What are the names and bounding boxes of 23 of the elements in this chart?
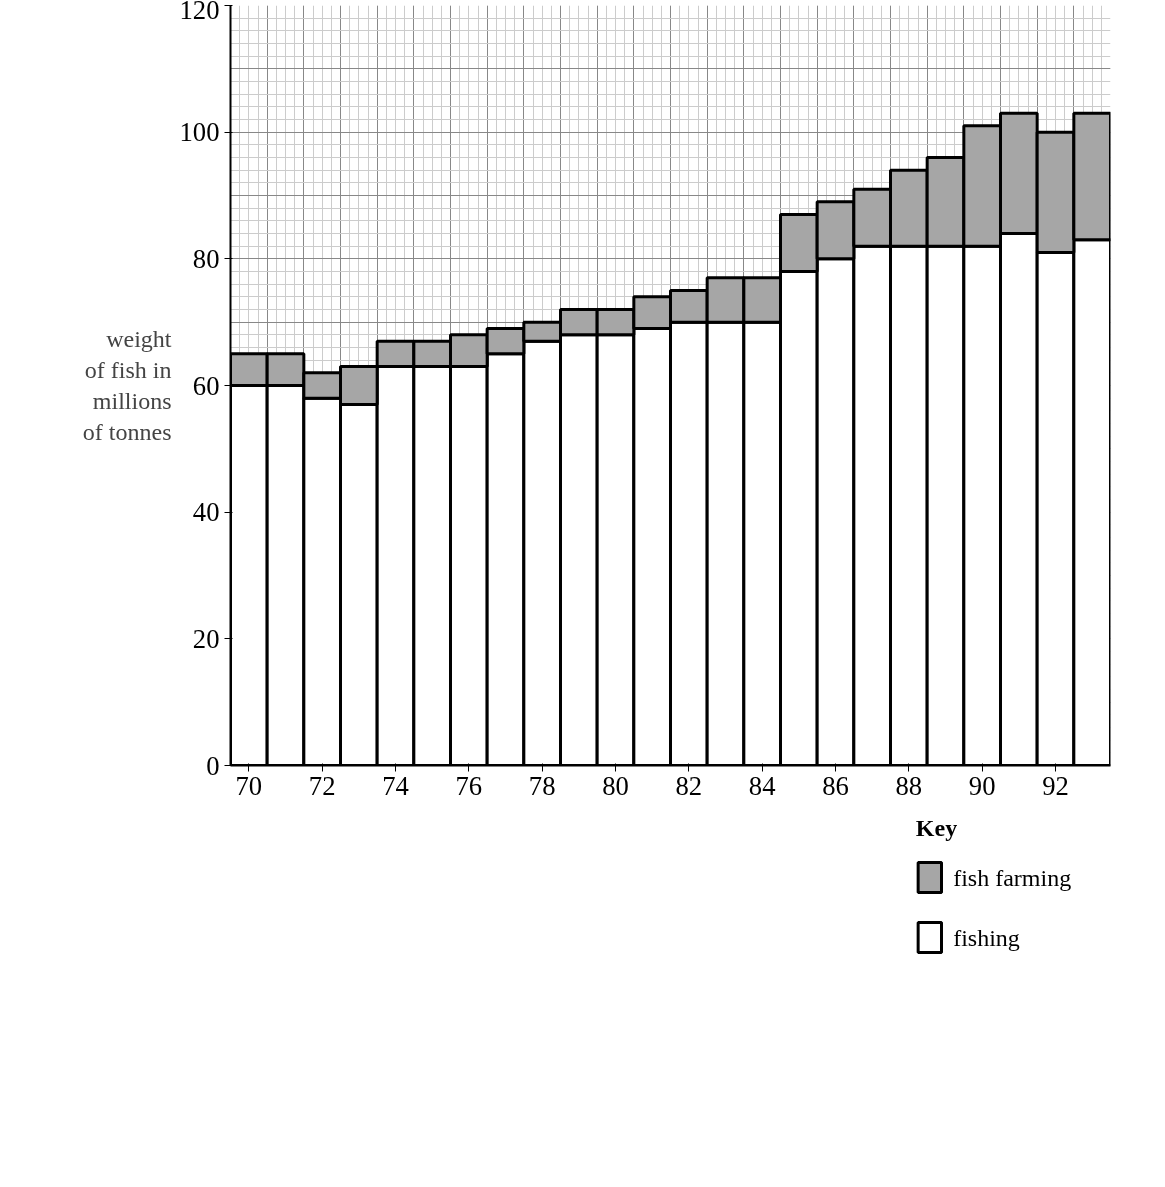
x-tick-label: 70 (235, 770, 263, 801)
x-tick-label: 80 (602, 770, 629, 801)
y-axis-title: weight of fish in millions of tonnes (82, 325, 172, 446)
x-tick-label: 84 (748, 770, 776, 801)
legend-title: Key (915, 814, 958, 841)
y-tick-label: 120 (179, 0, 220, 25)
x-tick-label: 88 (895, 770, 923, 801)
y-tick-label: 20 (192, 623, 220, 654)
legend-label: fishing (953, 924, 1020, 951)
x-tick-label: 78 (528, 770, 556, 801)
legend-label: fish farming (953, 864, 1072, 891)
x-tick-label: 86 (822, 770, 849, 801)
x-tick-label: 72 (308, 770, 336, 801)
x-tick-label: 74 (382, 770, 409, 801)
x-tick-label: 82 (675, 770, 703, 801)
y-tick-label: 100 (179, 117, 220, 148)
y-tick-label: 80 (192, 243, 220, 274)
x-tick-label: 90 (968, 770, 996, 801)
y-tick-label: 60 (192, 370, 220, 401)
y-tick-label: 0 (206, 750, 220, 781)
x-tick-label: 76 (455, 770, 483, 801)
x-tick-label: 92 (1042, 770, 1069, 801)
y-tick-label: 40 (192, 497, 220, 528)
